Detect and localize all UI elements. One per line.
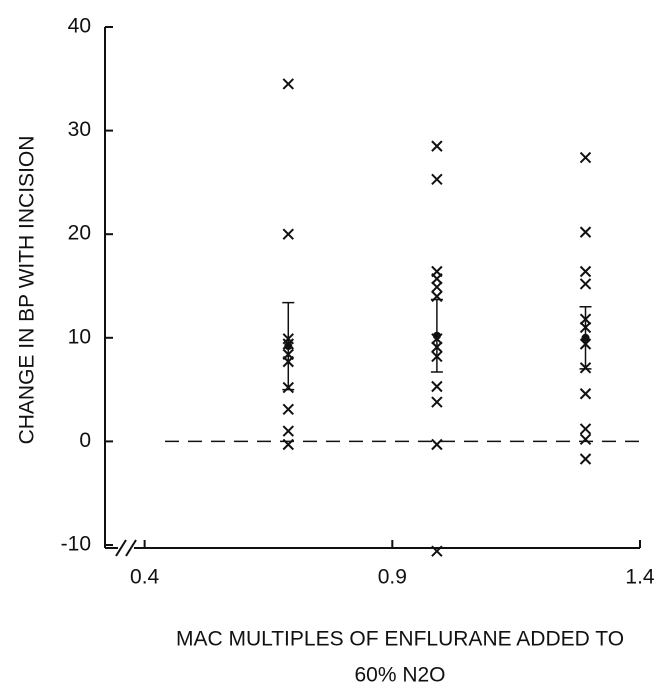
y-tick-label: 0: [79, 429, 91, 452]
x-tick-label: 0.4: [130, 566, 160, 589]
data-point: [431, 545, 443, 557]
y-tick-label: 40: [68, 15, 91, 38]
mean-marker: [432, 331, 441, 340]
data-point: [579, 278, 592, 290]
y-tick-label: 20: [68, 222, 91, 245]
mean-marker: [581, 333, 590, 342]
data-point: [431, 273, 443, 285]
x-tick-label: 1.4: [625, 566, 655, 589]
data-point: [282, 228, 294, 240]
x-tick-label: 0.9: [378, 566, 407, 589]
data-point: [579, 423, 592, 435]
y-axis-label: CHANGE IN BP WITH INCISION: [16, 136, 39, 445]
y-tick-label: -10: [61, 533, 91, 556]
axis-break: [125, 539, 137, 557]
data-point: [431, 173, 443, 185]
data-point: [579, 433, 592, 446]
x-axis-label: MAC MULTIPLES OF ENFLURANE ADDED TO: [176, 628, 624, 651]
data-point: [282, 438, 294, 451]
y-tick-label: 30: [68, 118, 91, 141]
data-point: [282, 403, 294, 415]
x-axis-label: 60% N2O: [354, 664, 445, 687]
data-point: [579, 265, 592, 278]
data-point: [579, 388, 592, 400]
data-point: [579, 151, 592, 164]
data-point: [431, 140, 443, 152]
data-point: [579, 453, 592, 465]
data-point: [431, 281, 443, 293]
mean-marker: [284, 342, 293, 351]
axis-break: [115, 539, 127, 557]
data-point: [431, 396, 443, 408]
y-tick-label: 10: [68, 325, 91, 348]
data-point: [431, 380, 443, 393]
data-point: [282, 78, 294, 90]
data-point: [282, 425, 294, 437]
data-point: [579, 226, 592, 238]
data-point: [431, 438, 443, 451]
